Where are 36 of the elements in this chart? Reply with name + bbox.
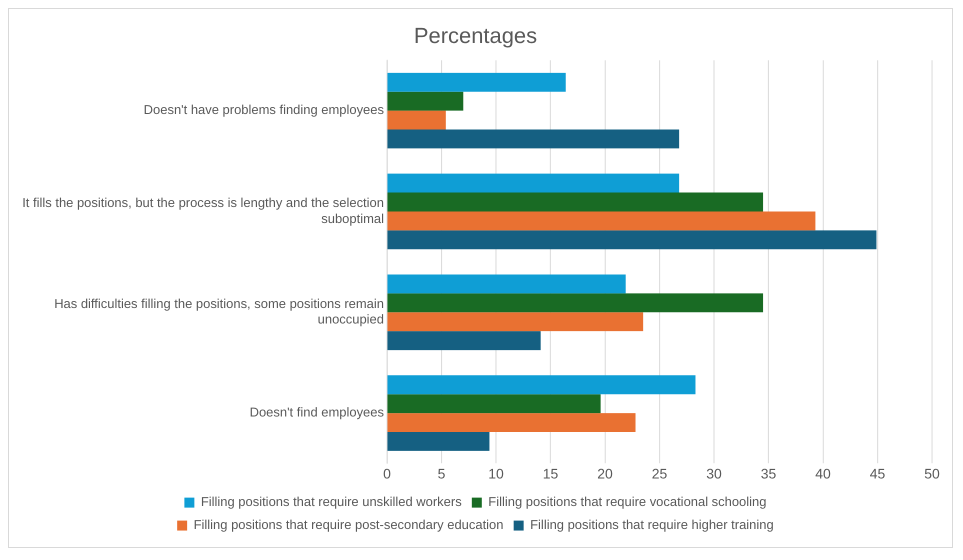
bar — [387, 110, 446, 130]
bar — [387, 130, 680, 148]
bar — [387, 432, 490, 451]
bar — [387, 192, 764, 212]
y-tick-label: It fills the positions, but the process is lengthy and the selection suboptimal — [22, 195, 384, 226]
x-tick-label: 40 — [815, 466, 832, 482]
x-tick-label: 35 — [760, 466, 777, 482]
bar — [387, 92, 464, 111]
bar — [387, 72, 566, 92]
bar — [387, 413, 636, 432]
x-tick-label: 10 — [488, 466, 504, 482]
x-tick-label: 30 — [706, 466, 722, 482]
bar — [387, 230, 876, 250]
legend-label: Filling positions that require unskilled workers — [200, 494, 462, 510]
bar — [387, 211, 816, 230]
x-tick-label: 45 — [870, 466, 886, 482]
x-tick-label: 5 — [438, 466, 446, 482]
y-tick-label: Doesn't have problems finding employees — [144, 102, 384, 118]
bar — [387, 274, 626, 294]
y-tick-label: Has difficulties filling the positions, some positions remain unoccupied — [54, 296, 384, 327]
x-tick-label: 50 — [924, 466, 940, 482]
bar — [387, 293, 764, 312]
x-tick-label: 25 — [652, 466, 668, 482]
x-tick-label: 20 — [597, 466, 613, 482]
y-tick-label: Doesn't find employees — [250, 404, 384, 420]
legend-label: Filling positions that require post-secondary education — [194, 517, 504, 532]
legend-label: Filling positions that require higher training — [530, 517, 774, 532]
x-tick-label: 0 — [383, 466, 392, 482]
x-tick-label: 15 — [542, 466, 558, 482]
legend-label: Filling positions that require vocational schooling — [488, 494, 766, 510]
chart-title: Percentages — [414, 23, 538, 48]
bar — [387, 375, 696, 394]
bar — [387, 394, 601, 414]
bar — [387, 174, 680, 193]
bar — [387, 312, 644, 332]
bar — [387, 331, 541, 350]
